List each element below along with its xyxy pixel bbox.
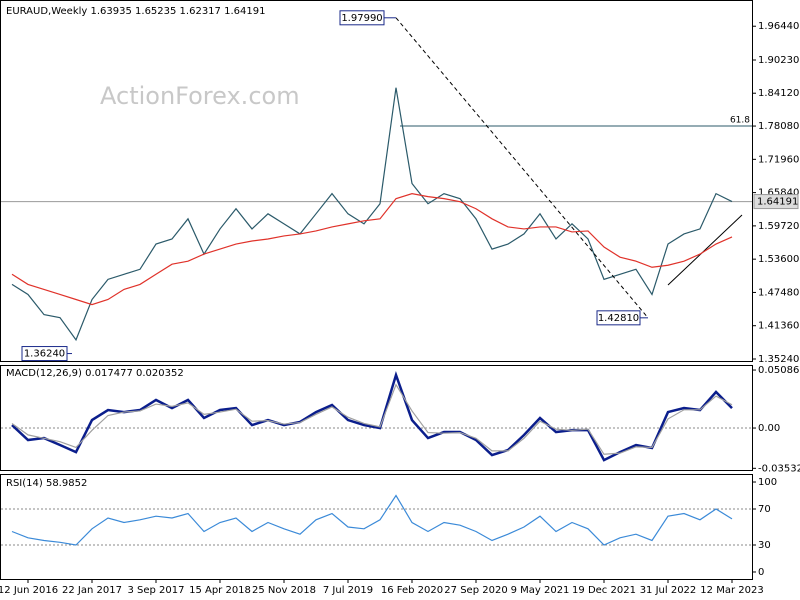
series-line	[11, 193, 733, 306]
swing-line	[395, 17, 649, 319]
x-tick-label: 16 Feb 2020	[381, 585, 443, 596]
x-tick-label: 15 Apr 2018	[189, 585, 251, 596]
x-tick-label: 27 Sep 2020	[444, 585, 507, 596]
annotation-label: 1.42810	[598, 313, 639, 324]
y-tick-label: 1.41360	[758, 321, 799, 332]
price-panel	[0, 0, 753, 362]
chart-title: EURAUD,Weekly 1.63935 1.65235 1.62317 1.…	[6, 6, 265, 17]
x-tick-label: 7 Jul 2019	[323, 585, 373, 596]
x-tick-label: 19 Dec 2021	[572, 585, 636, 596]
y-tick-label: 30	[758, 540, 771, 551]
y-tick-label: -0.035322	[758, 463, 800, 474]
x-tick-label: 3 Sep 2017	[127, 585, 184, 596]
y-tick-label: 100	[758, 477, 777, 488]
annotation-label: 1.36240	[24, 349, 65, 360]
annotation-label: 1.97990	[341, 13, 382, 24]
x-tick-label: 22 Jan 2017	[62, 585, 122, 596]
macd-panel	[0, 365, 753, 471]
y-tick-label: 0	[758, 567, 764, 578]
series-line	[11, 494, 733, 546]
fib-label: 61.8	[730, 116, 750, 126]
x-tick-label: 31 Jul 2022	[640, 585, 697, 596]
y-tick-label: 1.65840	[758, 188, 799, 199]
series-line	[11, 383, 733, 455]
y-tick-label: 1.84120	[758, 88, 799, 99]
y-tick-label: 1.78080	[758, 121, 799, 132]
y-tick-label: 1.59720	[758, 221, 799, 232]
x-tick-label: 25 Nov 2018	[252, 585, 316, 596]
x-tick-label: 12 Jun 2016	[0, 585, 58, 596]
x-tick-label: 9 May 2021	[511, 585, 570, 596]
y-tick-label: 0.00	[758, 423, 780, 434]
macd-title: MACD(12,26,9) 0.017477 0.020352	[6, 368, 184, 379]
y-tick-label: 1.35240	[758, 354, 799, 365]
watermark: ActionForex.com	[100, 82, 300, 110]
y-tick-label: 0.050863	[758, 365, 800, 376]
series-line	[11, 87, 733, 342]
y-tick-label: 1.53600	[758, 254, 799, 265]
x-tick-label: 12 Mar 2023	[700, 585, 763, 596]
y-tick-label: 1.96440	[758, 21, 799, 32]
y-tick-label: 70	[758, 504, 771, 515]
y-tick-label: 1.47480	[758, 287, 799, 298]
y-tick-label: 1.90230	[758, 55, 799, 66]
rsi-title: RSI(14) 58.9852	[6, 478, 87, 489]
trend-line	[667, 214, 743, 286]
last-price-box	[753, 194, 799, 210]
rsi-panel	[0, 474, 753, 580]
y-tick-label: 1.71960	[758, 154, 799, 165]
last-price-label: 1.64191	[757, 197, 798, 208]
